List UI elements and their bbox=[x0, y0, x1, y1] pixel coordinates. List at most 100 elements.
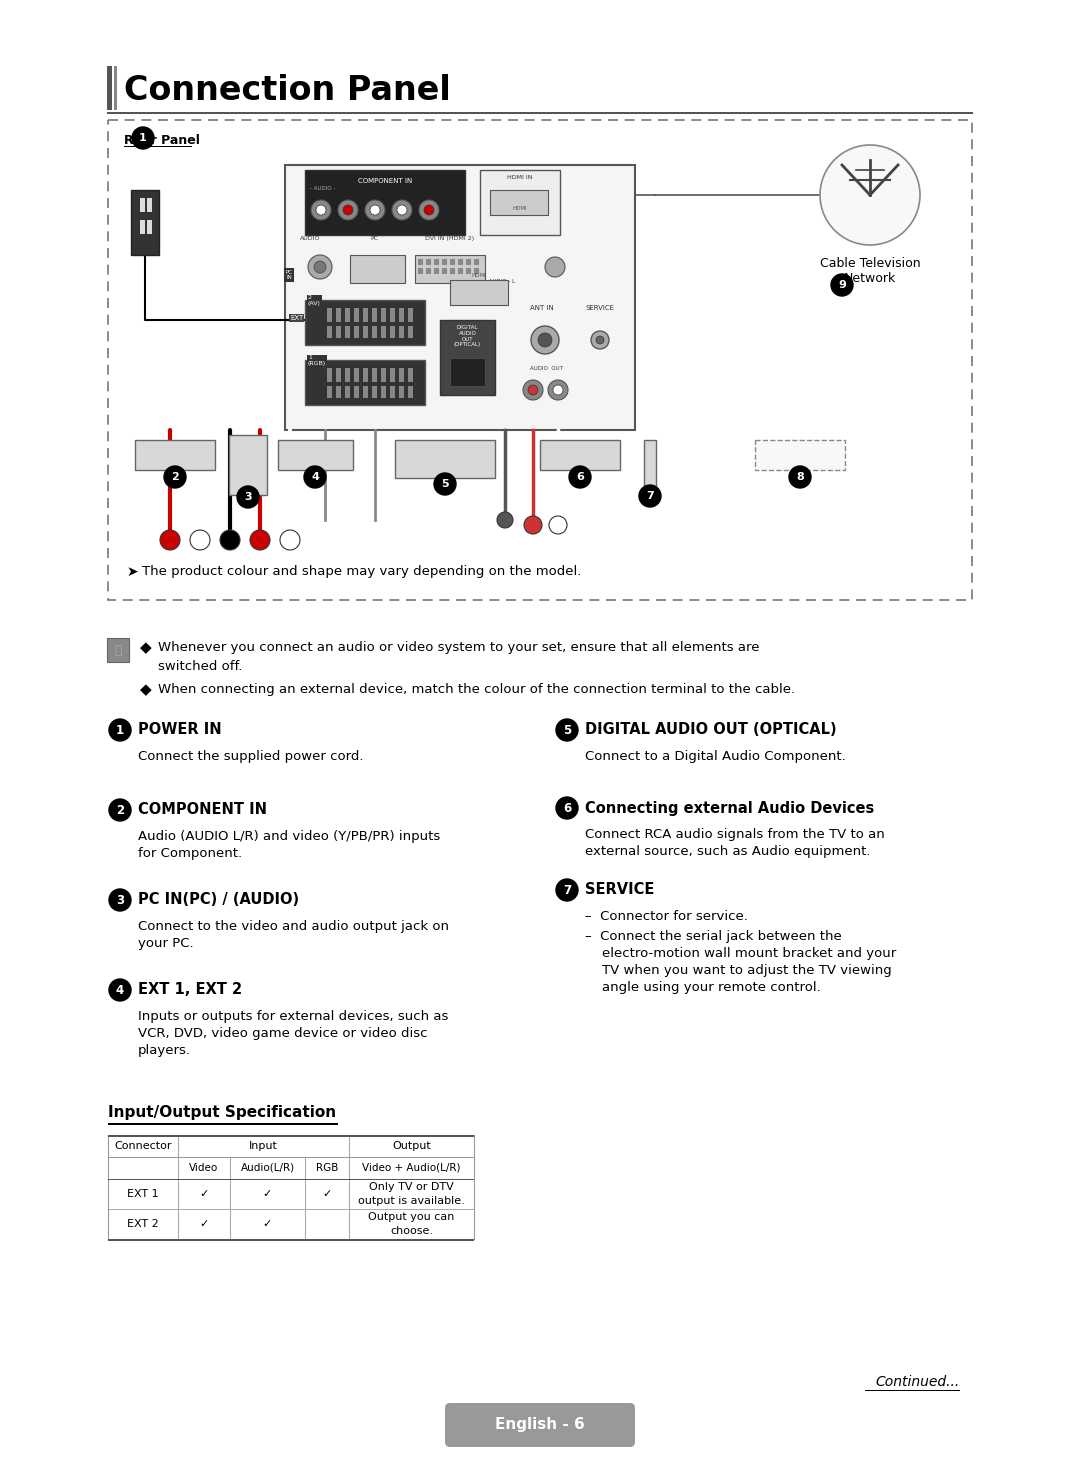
Text: Whenever you connect an audio or video system to your set, ensure that all eleme: Whenever you connect an audio or video s… bbox=[158, 641, 759, 654]
Bar bbox=[354, 307, 359, 322]
Bar bbox=[474, 268, 480, 274]
Circle shape bbox=[109, 719, 131, 741]
Circle shape bbox=[556, 796, 578, 818]
Text: PC
IN: PC IN bbox=[285, 269, 293, 281]
Circle shape bbox=[831, 274, 853, 296]
Circle shape bbox=[338, 201, 357, 220]
Circle shape bbox=[591, 331, 609, 348]
Bar bbox=[354, 367, 359, 382]
Circle shape bbox=[569, 466, 591, 488]
Text: Rear Panel: Rear Panel bbox=[124, 135, 200, 146]
Bar bbox=[450, 268, 455, 274]
Text: EXT: EXT bbox=[291, 315, 303, 321]
Text: angle using your remote control.: angle using your remote control. bbox=[585, 981, 821, 994]
Text: 7: 7 bbox=[563, 883, 571, 896]
Text: output is available.: output is available. bbox=[359, 1196, 464, 1205]
Text: Cable Television
Network: Cable Television Network bbox=[820, 258, 920, 285]
Bar bbox=[363, 386, 368, 398]
Text: Connect to the video and audio output jack on: Connect to the video and audio output ja… bbox=[138, 919, 449, 933]
Circle shape bbox=[397, 205, 407, 215]
Bar bbox=[399, 326, 404, 338]
Bar bbox=[285, 165, 635, 430]
Circle shape bbox=[190, 530, 210, 550]
Bar bbox=[108, 120, 972, 600]
Bar bbox=[408, 367, 413, 382]
Circle shape bbox=[343, 205, 353, 215]
Text: Input: Input bbox=[249, 1140, 278, 1151]
Text: HDMI: HDMI bbox=[513, 205, 527, 211]
Circle shape bbox=[109, 889, 131, 911]
Text: VCR, DVD, video game device or video disc: VCR, DVD, video game device or video dis… bbox=[138, 1028, 428, 1039]
Text: - AUDIO -: - AUDIO - bbox=[310, 186, 336, 190]
Text: 5: 5 bbox=[563, 723, 571, 736]
Bar bbox=[108, 1239, 474, 1240]
Bar bbox=[644, 441, 656, 490]
Bar bbox=[450, 359, 485, 386]
Text: ✓: ✓ bbox=[262, 1189, 272, 1199]
Bar bbox=[372, 367, 377, 382]
Circle shape bbox=[237, 486, 259, 508]
Circle shape bbox=[303, 466, 326, 488]
Circle shape bbox=[549, 515, 567, 534]
Text: Connecting external Audio Devices: Connecting external Audio Devices bbox=[585, 801, 874, 815]
Bar bbox=[345, 367, 350, 382]
Bar bbox=[327, 386, 332, 398]
Text: When connecting an external device, match the colour of the connection terminal : When connecting an external device, matc… bbox=[158, 684, 795, 697]
Bar bbox=[450, 280, 508, 305]
Text: HDMI IN: HDMI IN bbox=[508, 176, 532, 180]
Circle shape bbox=[556, 878, 578, 900]
Text: 7: 7 bbox=[646, 490, 653, 501]
Text: 3: 3 bbox=[116, 893, 124, 906]
Bar bbox=[408, 326, 413, 338]
Text: Inputs or outputs for external devices, such as: Inputs or outputs for external devices, … bbox=[138, 1010, 448, 1023]
Bar bbox=[336, 386, 341, 398]
Text: 2
(AV): 2 (AV) bbox=[308, 296, 321, 306]
Circle shape bbox=[280, 530, 300, 550]
Bar bbox=[381, 386, 386, 398]
Text: Video + Audio(L/R): Video + Audio(L/R) bbox=[362, 1162, 461, 1173]
Bar bbox=[140, 198, 145, 212]
Bar bbox=[440, 321, 495, 395]
Text: Audio (AUDIO L/R) and video (Y/PB/PR) inputs: Audio (AUDIO L/R) and video (Y/PB/PR) in… bbox=[138, 830, 441, 843]
Text: switched off.: switched off. bbox=[158, 659, 242, 672]
Text: for Component.: for Component. bbox=[138, 848, 242, 859]
Bar bbox=[114, 66, 117, 110]
Bar bbox=[327, 326, 332, 338]
Bar bbox=[350, 255, 405, 283]
Text: AUDIO: AUDIO bbox=[300, 236, 321, 242]
Text: 9: 9 bbox=[838, 280, 846, 290]
Text: DVI IN (HDMI 2): DVI IN (HDMI 2) bbox=[426, 236, 474, 242]
Text: Input/Output Specification: Input/Output Specification bbox=[108, 1105, 336, 1120]
Bar bbox=[490, 190, 548, 215]
Text: AUDIO  OUT: AUDIO OUT bbox=[530, 366, 563, 370]
Bar bbox=[108, 1135, 474, 1136]
Text: EXT 2: EXT 2 bbox=[127, 1220, 159, 1228]
Bar bbox=[278, 441, 353, 470]
Text: ✓: ✓ bbox=[262, 1220, 272, 1228]
Text: 6: 6 bbox=[576, 471, 584, 482]
Text: POWER IN: POWER IN bbox=[138, 723, 221, 738]
Circle shape bbox=[164, 466, 186, 488]
Bar bbox=[147, 198, 152, 212]
Bar bbox=[434, 268, 438, 274]
Bar bbox=[465, 259, 471, 265]
Bar bbox=[465, 268, 471, 274]
Text: Connector: Connector bbox=[114, 1140, 172, 1151]
Bar bbox=[336, 367, 341, 382]
Bar bbox=[381, 326, 386, 338]
Circle shape bbox=[639, 485, 661, 507]
Bar bbox=[131, 190, 159, 255]
Circle shape bbox=[545, 258, 565, 277]
Text: PC: PC bbox=[370, 236, 378, 242]
Bar bbox=[354, 386, 359, 398]
Bar bbox=[390, 307, 395, 322]
Circle shape bbox=[311, 201, 330, 220]
Bar bbox=[399, 386, 404, 398]
Text: Connect the supplied power cord.: Connect the supplied power cord. bbox=[138, 750, 364, 763]
Text: ◆: ◆ bbox=[140, 682, 152, 697]
Text: COMPONENT IN: COMPONENT IN bbox=[357, 179, 413, 184]
Text: 1: 1 bbox=[116, 723, 124, 736]
Bar bbox=[305, 360, 426, 406]
Bar bbox=[372, 307, 377, 322]
Text: ✓: ✓ bbox=[322, 1189, 332, 1199]
